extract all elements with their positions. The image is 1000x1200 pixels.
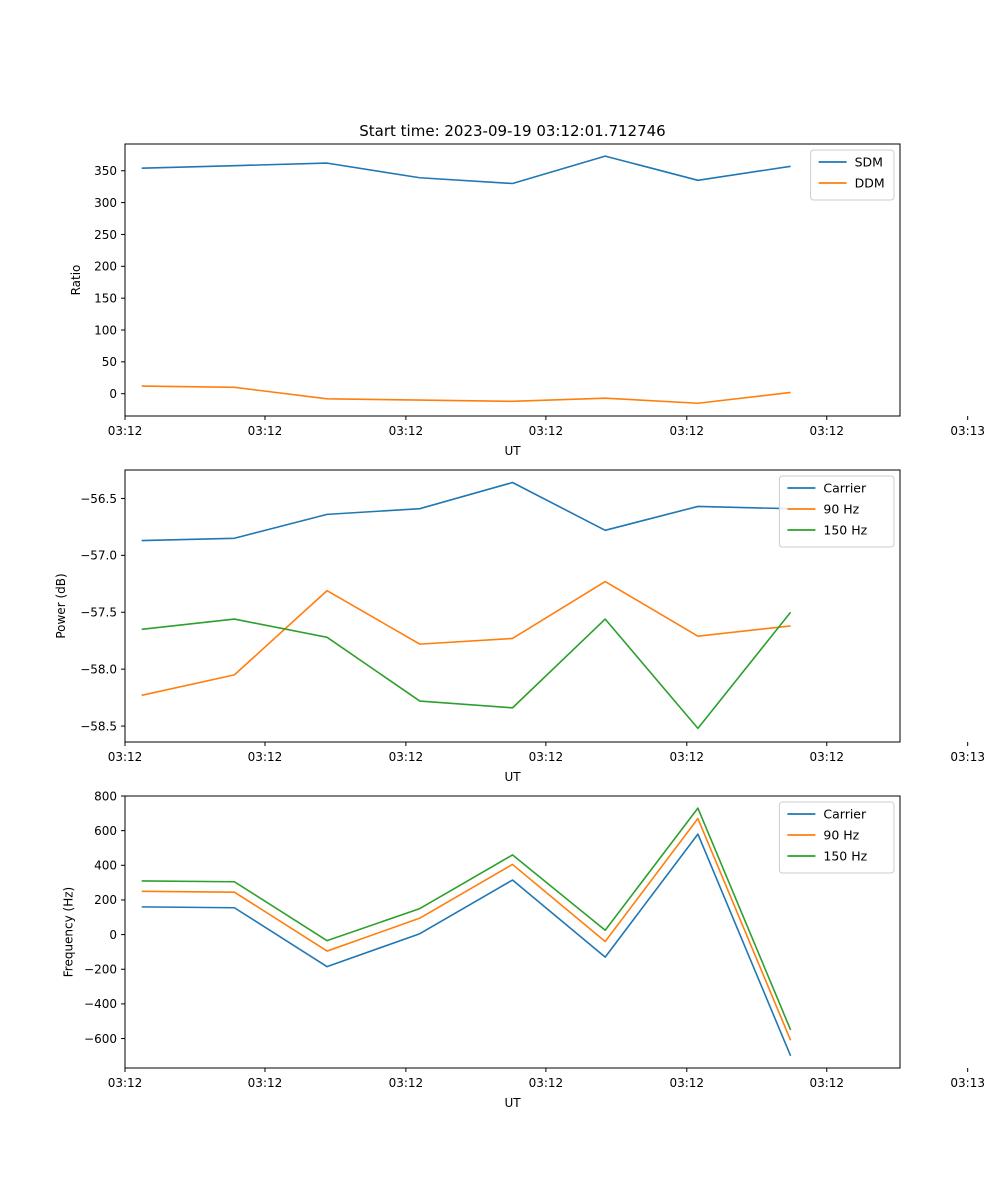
y-tick-label: −56.5	[80, 492, 117, 506]
x-tick-label: 03:13	[950, 424, 985, 438]
legend-label: Carrier	[823, 481, 867, 496]
y-tick-label: 200	[94, 260, 117, 274]
y-tick-label: −200	[84, 963, 117, 977]
y-tick-label: 350	[94, 164, 117, 178]
x-tick-label: 03:12	[389, 1076, 424, 1090]
x-tick-label: 03:12	[529, 1076, 564, 1090]
x-axis-label: UT	[504, 770, 521, 784]
y-tick-label: −57.5	[80, 606, 117, 620]
legend: Carrier 90 Hz 150 Hz	[778, 801, 895, 874]
series-line-sdm	[141, 155, 791, 185]
y-axis-label: Frequency (Hz)	[62, 887, 76, 978]
y-tick-label: 300	[94, 196, 117, 210]
x-axis-label: UT	[504, 1096, 521, 1110]
series-line-150-hz	[141, 807, 792, 1031]
series-line-ddm	[141, 385, 791, 405]
legend-label: 150 Hz	[823, 523, 867, 538]
x-tick-label: 03:12	[669, 1076, 704, 1090]
x-tick-label: 03:12	[389, 750, 424, 764]
x-tick-label: 03:12	[108, 1076, 143, 1090]
legend: Carrier 90 Hz 150 Hz	[778, 475, 895, 548]
x-tick-label: 03:12	[108, 424, 143, 438]
axes-frame	[124, 143, 901, 417]
x-tick-label: 03:12	[248, 424, 283, 438]
legend: SDM DDM	[810, 149, 895, 201]
y-axis-label: Ratio	[69, 265, 83, 296]
x-tick-label: 03:12	[529, 424, 564, 438]
series-line-90-hz	[141, 580, 791, 697]
y-tick-label: 400	[94, 859, 117, 873]
x-tick-label: 03:12	[108, 750, 143, 764]
x-tick-label: 03:12	[669, 424, 704, 438]
x-tick-label: 03:12	[529, 750, 564, 764]
x-axis-label: UT	[504, 444, 521, 458]
y-tick-label: 50	[102, 355, 117, 369]
x-tick-label: 03:12	[248, 1076, 283, 1090]
y-tick-label: −58.5	[80, 719, 117, 733]
legend-label: 150 Hz	[823, 849, 867, 864]
y-tick-label: −400	[84, 997, 117, 1011]
legend-label: 90 Hz	[823, 828, 859, 843]
series-line-150-hz	[141, 611, 792, 730]
subplot-3: 03:12 03:12 03:12 03:12 03:12 03:12 03:13 UT −60…	[62, 789, 985, 1110]
y-tick-label: 0	[109, 928, 117, 942]
y-tick-label: 0	[109, 387, 117, 401]
y-tick-label: −58.0	[80, 662, 117, 676]
y-tick-label: 200	[94, 893, 117, 907]
x-tick-label: 03:12	[248, 750, 283, 764]
y-tick-label: 100	[94, 323, 117, 337]
y-tick-label: 800	[94, 789, 117, 803]
x-tick-label: 03:13	[950, 750, 985, 764]
y-tick-label: 600	[94, 824, 117, 838]
legend-label: 90 Hz	[823, 502, 859, 517]
y-tick-label: 150	[94, 291, 117, 305]
axes-frame	[124, 469, 901, 743]
series-line-carrier	[141, 833, 792, 1057]
series-line-carrier	[141, 481, 791, 542]
x-tick-label: 03:12	[809, 1076, 844, 1090]
y-tick-label: −600	[84, 1032, 117, 1046]
x-tick-label: 03:13	[950, 1076, 985, 1090]
x-tick-label: 03:12	[809, 750, 844, 764]
legend-label: SDM	[855, 155, 883, 170]
y-tick-label: −57.0	[80, 549, 117, 563]
x-tick-label: 03:12	[809, 424, 844, 438]
series-line-90-hz	[141, 817, 792, 1041]
subplot-2: 03:12 03:12 03:12 03:12 03:12 03:12 03:13 UT −58…	[54, 469, 985, 784]
y-tick-label: 250	[94, 228, 117, 242]
chart-title: Start time: 2023-09-19 03:12:01.712746	[359, 122, 665, 140]
legend-label: DDM	[855, 176, 885, 191]
y-axis-label: Power (dB)	[54, 573, 68, 638]
axes-frame	[124, 795, 901, 1069]
subplot-1: Start time: 2023-09-19 03:12:01.71274603…	[69, 122, 985, 458]
legend-label: Carrier	[823, 807, 867, 822]
x-tick-label: 03:12	[669, 750, 704, 764]
x-tick-label: 03:12	[389, 424, 424, 438]
